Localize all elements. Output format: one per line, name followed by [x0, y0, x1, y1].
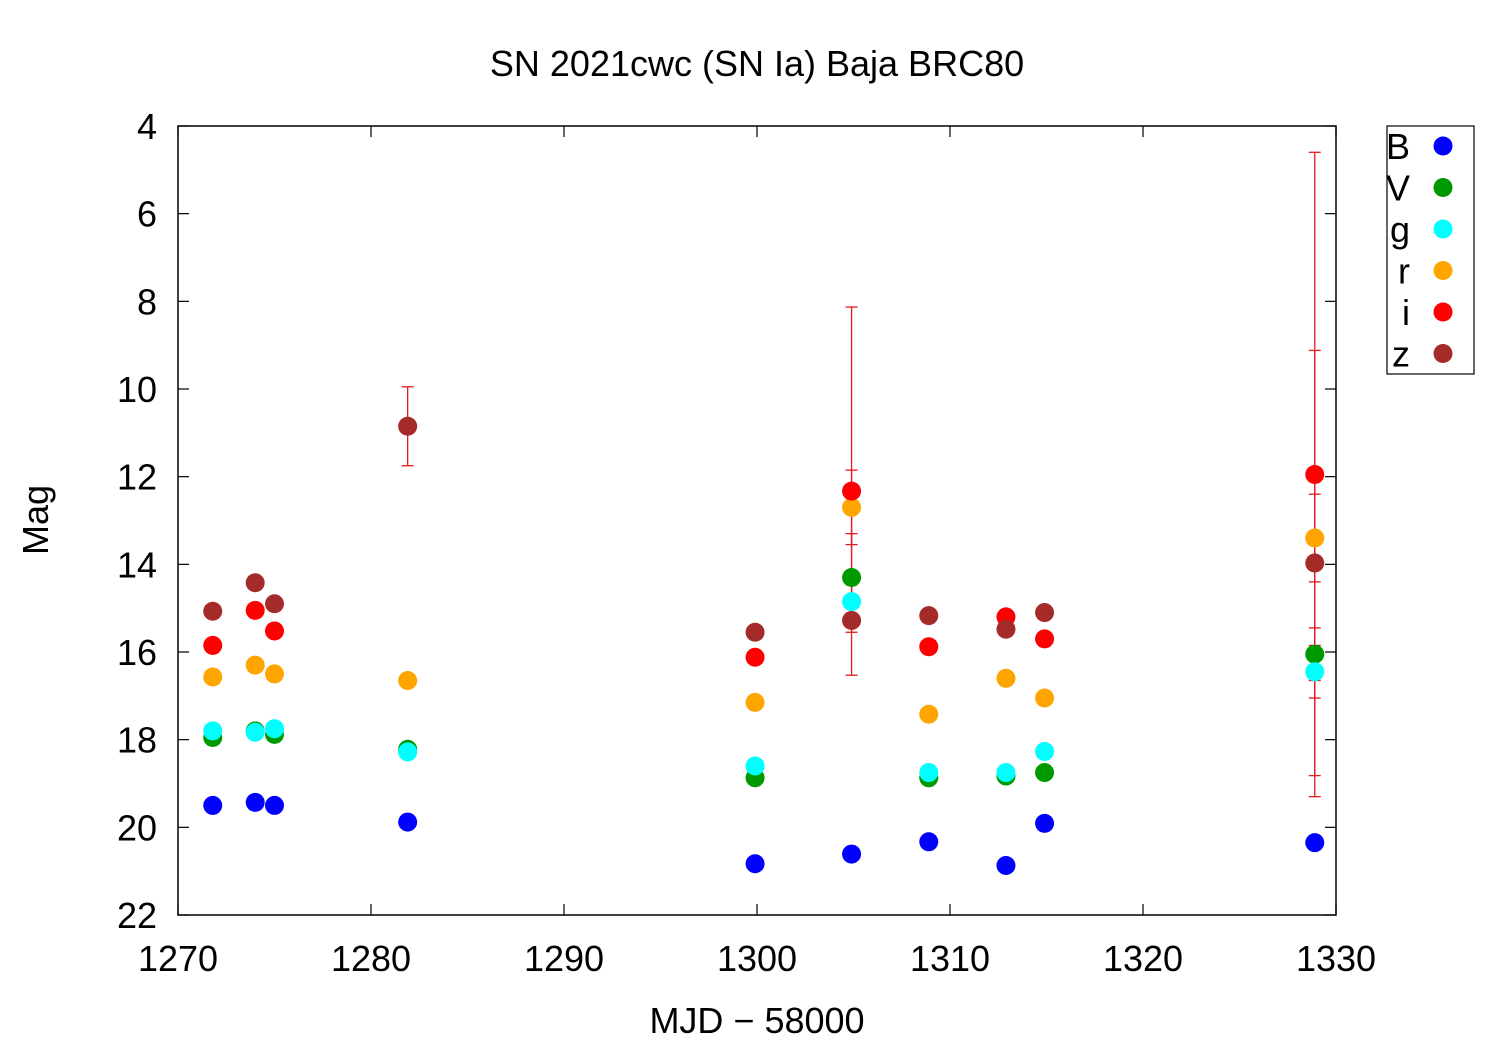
data-point-z — [1035, 603, 1055, 623]
plot-area: 1270 1280 1290 1300 1310 1320 1330 4 6 8 10 12 14 16 1… — [117, 106, 1376, 979]
data-point-g — [265, 719, 284, 739]
series-B — [203, 792, 1325, 875]
data-point-r — [245, 655, 265, 675]
x-tick-label: 1300 — [717, 938, 797, 979]
data-point-B — [265, 795, 284, 815]
legend-label-z: z — [1392, 334, 1410, 375]
data-point-i — [1305, 464, 1325, 484]
data-point-V — [842, 567, 862, 587]
data-point-B — [1305, 833, 1325, 853]
y-tick-label: 20 — [117, 807, 157, 848]
data-point-i — [919, 637, 939, 657]
data-point-r — [745, 692, 765, 712]
data-point-r — [842, 497, 862, 517]
data-point-g — [842, 592, 862, 612]
x-tick-label: 1290 — [524, 938, 604, 979]
data-point-g — [745, 756, 765, 776]
y-tick-label: 8 — [137, 281, 157, 322]
data-point-z — [265, 594, 284, 614]
legend-label-g: g — [1390, 209, 1410, 250]
data-point-B — [842, 844, 862, 864]
data-point-V — [1035, 763, 1055, 783]
legend-label-i: i — [1402, 292, 1410, 333]
data-point-B — [745, 854, 765, 874]
data-point-B — [996, 855, 1016, 875]
data-point-r — [1305, 528, 1325, 548]
data-point-g — [203, 721, 223, 741]
data-point-z — [245, 573, 265, 593]
data-point-B — [398, 812, 418, 832]
data-point-B — [245, 792, 265, 812]
y-tick-label: 16 — [117, 632, 157, 673]
series-V — [203, 567, 1325, 788]
legend-box — [1386, 125, 1475, 375]
data-point-g — [245, 722, 265, 742]
y-tick-label: 4 — [137, 106, 157, 147]
x-tick-label: 1310 — [910, 938, 990, 979]
legend-marker-z — [1433, 344, 1453, 363]
data-point-i — [842, 481, 862, 501]
data-point-z — [1305, 553, 1325, 573]
legend-marker-r — [1433, 261, 1453, 280]
series-r — [203, 497, 1325, 724]
plot-frame — [177, 125, 1337, 916]
legend-label-V: V — [1386, 168, 1410, 209]
data-point-r — [265, 664, 284, 684]
x-tick-label: 1320 — [1103, 938, 1183, 979]
data-point-r — [203, 667, 223, 687]
data-point-V — [1305, 644, 1325, 664]
series-g — [203, 592, 1325, 783]
y-tick-label: 10 — [117, 369, 157, 410]
y-tick-label: 18 — [117, 720, 157, 761]
data-point-z — [745, 622, 765, 642]
y-axis-title: Mag — [15, 485, 56, 555]
y-tick-label: 12 — [117, 457, 157, 498]
series-i — [203, 464, 1325, 667]
data-point-z — [203, 601, 223, 621]
data-point-z — [996, 619, 1016, 639]
data-point-r — [919, 704, 939, 724]
data-point-g — [1305, 662, 1325, 682]
data-point-B — [203, 795, 223, 815]
legend-label-B: B — [1386, 126, 1410, 167]
data-point-g — [1035, 742, 1055, 762]
data-point-z — [398, 416, 418, 436]
x-axis-title: MJD − 58000 — [649, 1000, 864, 1041]
data-point-i — [1035, 629, 1055, 649]
y-tick-label: 14 — [117, 544, 157, 585]
legend-marker-B — [1433, 136, 1453, 156]
data-point-g — [398, 742, 418, 762]
chart-title: SN 2021cwc (SN Ia) Baja BRC80 — [490, 43, 1024, 84]
legend-marker-i — [1433, 302, 1453, 322]
series-z — [203, 416, 1325, 642]
legend-marker-g — [1433, 219, 1453, 239]
x-tick-label: 1330 — [1296, 938, 1376, 979]
data-point-g — [996, 763, 1016, 783]
data-point-i — [245, 600, 265, 620]
data-point-B — [919, 832, 939, 852]
data-point-r — [1035, 688, 1055, 708]
legend-marker-V — [1433, 178, 1453, 197]
legend-label-r: r — [1398, 251, 1410, 292]
data-point-i — [203, 635, 223, 655]
data-point-B — [1035, 813, 1055, 833]
x-tick-label: 1280 — [331, 938, 411, 979]
data-point-r — [996, 668, 1016, 688]
data-point-i — [745, 647, 765, 667]
data-point-i — [265, 621, 284, 641]
data-point-r — [398, 670, 418, 690]
data-point-z — [919, 606, 939, 626]
data-point-z — [842, 610, 862, 630]
x-tick-label: 1270 — [138, 938, 218, 979]
data-point-g — [919, 763, 939, 783]
y-tick-label: 22 — [117, 895, 157, 936]
y-tick-label: 6 — [137, 194, 157, 235]
